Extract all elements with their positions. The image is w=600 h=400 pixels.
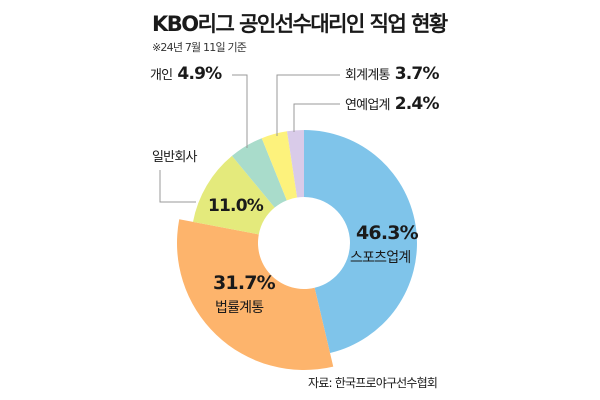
data-label-pct: 31.7% bbox=[213, 272, 276, 294]
data-label-name: 회계계통 bbox=[345, 68, 390, 83]
data-label-pct: 2.4% bbox=[394, 94, 440, 114]
data-label-name: 스포츠업계 bbox=[350, 250, 411, 266]
slice-label-sports: 46.3% 스포츠업계 bbox=[350, 222, 419, 267]
data-label-pct: 3.7% bbox=[394, 64, 440, 84]
data-label-pct: 46.3% bbox=[356, 222, 419, 244]
leader-lines bbox=[159, 74, 340, 203]
leader-line-company bbox=[159, 170, 196, 203]
donut-slice-3 bbox=[231, 138, 287, 208]
data-label-pct: 4.9% bbox=[177, 64, 222, 84]
donut-slice-0 bbox=[304, 130, 418, 353]
chart-subtitle: ※24년 7월 11일 기준 bbox=[152, 41, 247, 54]
donut-slice-5 bbox=[287, 130, 304, 198]
slice-label-law: 31.7% 법률계통 bbox=[213, 272, 276, 317]
leader-line-accounting bbox=[276, 74, 340, 136]
slice-label-entertainment: 연예업계 2.4% bbox=[345, 94, 439, 114]
donut-slice-1 bbox=[177, 219, 334, 370]
data-label-company: 일반회사 bbox=[152, 150, 197, 165]
leader-line-personal bbox=[232, 74, 248, 148]
data-label-company-pct: 11.0% bbox=[208, 196, 264, 216]
donut-slice-2 bbox=[193, 155, 275, 235]
data-label-name: 개인 bbox=[150, 68, 173, 83]
chart-title: KBO리그 공인선수대리인 직업 현황 bbox=[152, 12, 448, 36]
donut-slice-4 bbox=[261, 131, 298, 201]
data-label-name: 법률계통 bbox=[215, 300, 264, 316]
source-note: 자료: 한국프로야구선수협회 bbox=[308, 376, 438, 390]
leader-line-entertainment bbox=[293, 103, 340, 132]
data-label-name: 연예업계 bbox=[345, 98, 390, 113]
slice-label-accounting: 회계계통 3.7% bbox=[345, 64, 439, 84]
slice-label-personal: 개인 4.9% bbox=[150, 64, 222, 84]
